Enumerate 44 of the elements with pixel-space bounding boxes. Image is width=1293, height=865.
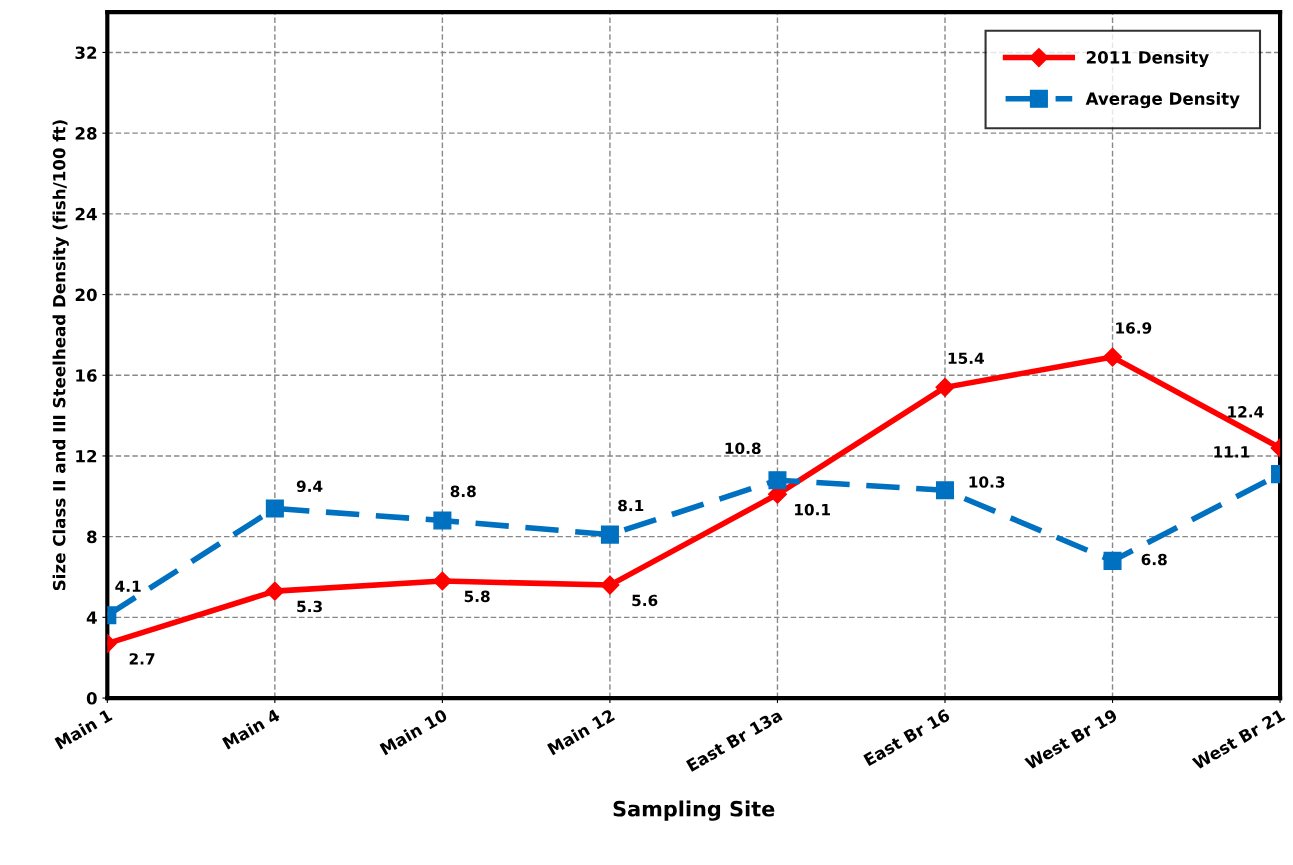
y-tick-label: 32 [75,46,97,60]
data-label: 11.1 [1214,446,1250,458]
data-label: 10.8 [725,442,761,455]
y-axis-title: Size Class II and III Steelhead Density (fish/100 ft) [52,120,69,591]
point [265,581,285,601]
point [433,511,452,530]
data-label: 5.6 [632,594,658,607]
x-tick-label: East Br 16 [863,708,951,767]
y-tick-label: 16 [76,369,97,382]
x-tick-label: East Br 13a [685,708,783,772]
y-tick-label: 8 [87,530,97,544]
x-tick-label: Main 10 [379,708,449,756]
data-label: 10.3 [969,476,1005,488]
point [935,377,955,397]
point [600,525,619,544]
point [600,575,620,595]
x-axis-title: Sampling Site [613,800,775,821]
data-label: 10.1 [795,503,830,516]
legend-label: 2011 Density [1086,50,1209,67]
y-tick-label: 24 [75,207,97,221]
point [935,481,955,500]
point [432,571,452,591]
data-label: 15.4 [948,352,984,365]
y-tick-label: 20 [75,288,97,302]
legend-label: Average Density [1085,91,1240,109]
data-label: 6.8 [1141,553,1167,566]
data-label: 12.4 [1228,406,1264,418]
point [768,471,787,490]
data-label: 2.7 [129,653,155,665]
data-label: 5.3 [297,600,322,613]
x-tick-label: Main 12 [546,708,616,756]
y-tick-label: 28 [75,127,97,140]
point [1103,347,1123,367]
data-label: 4.1 [115,580,141,592]
point [1103,551,1122,570]
y-tick-label: 0 [86,692,97,705]
data-label: 9.4 [296,480,323,493]
data-label: 8.8 [450,485,476,498]
y-tick-label: 4 [86,611,97,624]
data-label: 16.9 [1116,322,1152,334]
y-tick-label: 12 [76,449,97,463]
data-label: 8.1 [618,499,644,512]
point [265,499,284,518]
data-label: 5.8 [464,590,490,603]
